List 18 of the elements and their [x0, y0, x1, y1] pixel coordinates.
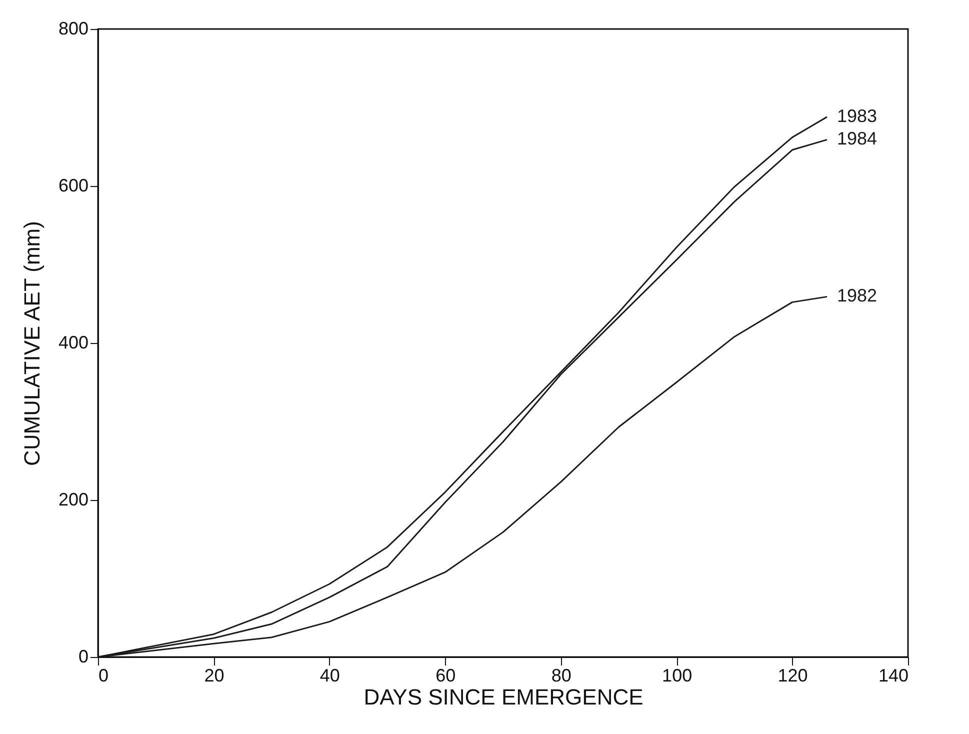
x-tick-label: 100 — [662, 666, 692, 686]
y-tick-label: 200 — [58, 490, 88, 510]
series-label: 1983 — [837, 106, 878, 126]
series-label: 1982 — [837, 286, 878, 306]
y-tick-label: 600 — [58, 176, 88, 196]
x-tick-label: 80 — [551, 666, 572, 686]
series-label: 1984 — [837, 128, 878, 149]
y-tick-label: 800 — [58, 18, 88, 38]
y-tick-label: 0 — [78, 646, 88, 666]
x-tick-label: 60 — [436, 666, 456, 686]
x-tick-label: 0 — [98, 666, 109, 686]
x-axis-title: DAYS SINCE EMERGENCE — [364, 684, 644, 710]
y-axis-title: CUMULATIVE AET (mm) — [19, 221, 44, 466]
x-tick-label: 140 — [878, 666, 908, 686]
y-tick-label: 400 — [58, 332, 88, 352]
x-tick-label: 40 — [320, 666, 340, 686]
x-tick-label: 120 — [778, 666, 808, 686]
x-tick-label: 20 — [204, 666, 224, 686]
